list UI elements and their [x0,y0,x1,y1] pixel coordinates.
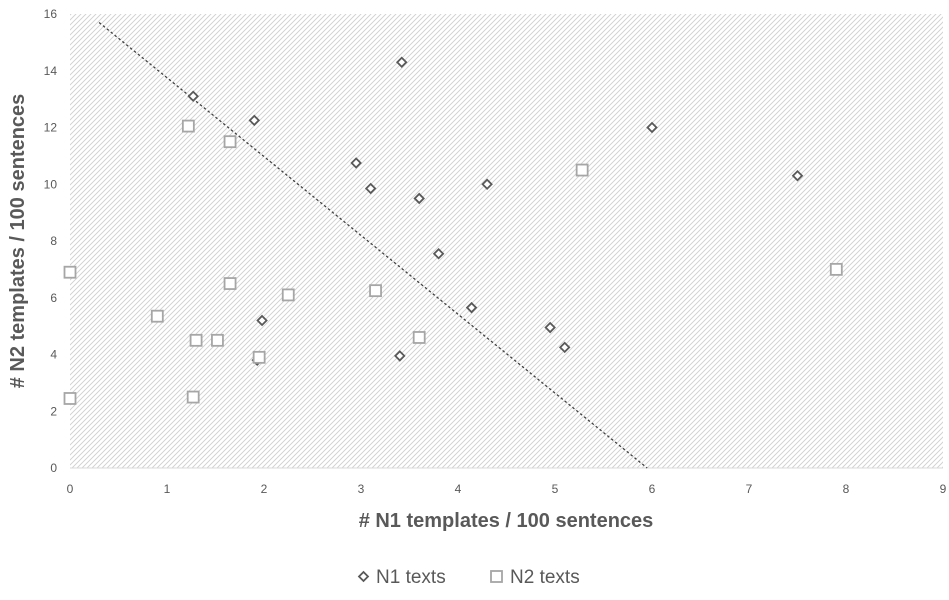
square-icon [490,570,503,583]
n1-data-point [187,90,199,103]
x-tick-label: 8 [843,482,850,496]
x-axis-title: # N1 templates / 100 sentences [359,510,654,532]
legend-label-n1: N1 texts [376,567,446,588]
n2-data-point [575,163,589,177]
legend-item-n1: N1 texts [357,567,446,588]
n2-data-point [223,135,237,149]
y-tick-label: 0 [50,461,57,475]
n1-data-point [465,301,478,314]
n1-data-point [394,350,406,362]
n2-data-point [186,390,200,404]
plot-area [70,14,943,468]
n2-data-point [281,288,295,302]
x-tick-label: 1 [164,482,171,496]
y-tick-label: 14 [44,64,58,78]
n2-data-point [63,392,77,405]
legend: N1 texts N2 texts [357,567,580,588]
x-tick-label: 2 [261,482,268,496]
n2-data-point [150,309,164,323]
n1-data-point [364,182,377,195]
n1-data-point [350,157,362,169]
n2-data-point [189,333,203,347]
y-tick-label: 10 [44,177,58,191]
n2-data-point [223,277,237,290]
diamond-icon [357,570,370,583]
x-tick-label: 4 [455,482,462,496]
x-tick-label: 3 [358,482,365,496]
legend-item-n2: N2 texts [490,567,580,588]
n2-data-point [211,333,224,347]
n2-data-point [369,284,382,298]
y-tick-label: 12 [44,121,58,135]
n1-data-point [558,341,571,354]
n1-data-point [481,178,493,191]
n2-data-point [252,350,266,364]
x-tick-label: 0 [67,482,74,496]
x-tick-label: 7 [746,482,753,496]
n1-data-point [544,321,556,334]
y-axis-title: # N2 templates / 100 sentences [7,94,29,389]
n2-data-point [829,262,843,276]
n1-data-point [432,247,445,260]
x-tick-label: 5 [552,482,559,496]
x-tick-label: 9 [940,482,947,496]
x-tick-label: 6 [649,482,656,496]
y-tick-label: 16 [44,7,58,21]
legend-label-n2: N2 texts [510,567,580,588]
y-tick-label: 8 [50,234,57,248]
n2-data-point [63,265,77,279]
n2-data-point [181,119,195,133]
n1-data-point [646,121,658,134]
n1-data-point [248,114,261,127]
n1-data-point [791,169,804,182]
n1-data-point [256,314,268,327]
y-tick-label: 4 [50,348,57,362]
y-tick-label: 2 [50,404,57,418]
n2-data-point [412,331,426,344]
y-tick-label: 6 [50,291,57,305]
n1-data-point [395,56,408,69]
n1-data-point [413,192,425,205]
